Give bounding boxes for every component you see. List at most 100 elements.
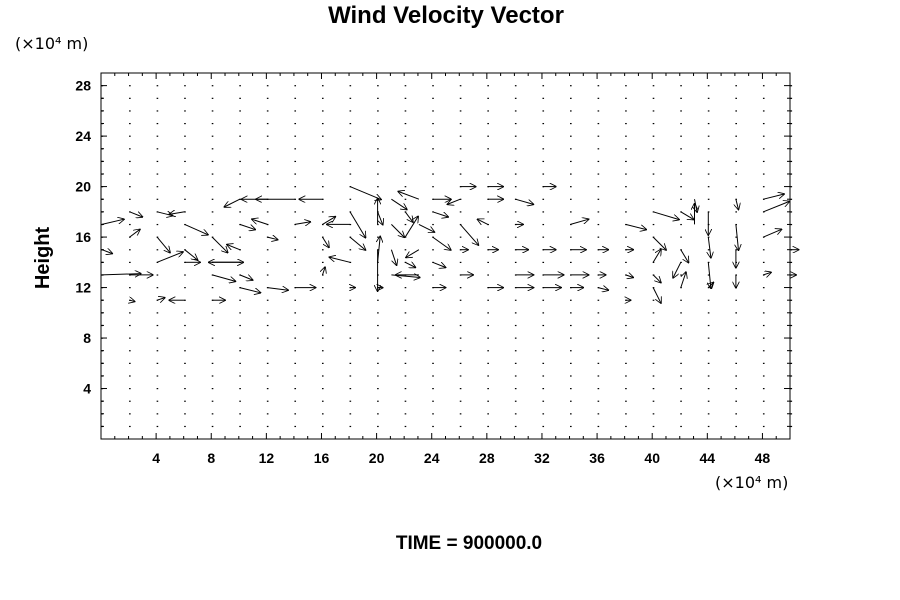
grid-dot [735, 236, 737, 238]
grid-dot [652, 299, 655, 301]
wind-vector [227, 245, 240, 251]
wind-vector [418, 223, 435, 232]
grid-dot [266, 324, 269, 327]
grid-dot [404, 160, 407, 163]
grid-dot [156, 97, 159, 99]
grid-dot [211, 198, 214, 200]
grid-dot [487, 413, 489, 415]
wind-vector [736, 224, 739, 250]
grid-dot [404, 413, 407, 415]
grid-dot [735, 148, 737, 150]
grid-dot [680, 223, 682, 226]
grid-dot [349, 299, 352, 301]
grid-dot [459, 413, 462, 415]
grid-dot [707, 85, 710, 87]
grid-dot [321, 350, 324, 352]
grid-dot [652, 186, 655, 188]
grid-dot [459, 425, 462, 428]
wind-vector [652, 236, 666, 250]
grid-dot [156, 337, 159, 339]
grid-dot [514, 400, 517, 402]
grid-dot [266, 350, 269, 352]
grid-dot [432, 173, 434, 175]
grid-dot [487, 425, 489, 428]
grid-dot [211, 312, 214, 314]
x-tick-label: 28 [479, 450, 495, 466]
grid-dot [156, 324, 159, 327]
grid-dot [762, 186, 765, 188]
grid-dot [680, 350, 682, 352]
grid-dot [377, 85, 379, 87]
grid-dot [707, 160, 710, 163]
wind-vector [378, 236, 381, 263]
grid-dot [542, 312, 545, 314]
grid-dot [349, 337, 352, 339]
grid-dot [211, 186, 214, 188]
grid-dot [211, 413, 214, 415]
wind-vector [708, 282, 713, 287]
grid-dot [239, 337, 241, 339]
grid-dot [514, 186, 517, 188]
grid-dot [680, 400, 682, 402]
wind-vector [156, 236, 170, 253]
grid-dot [487, 148, 489, 150]
grid-dot [680, 186, 682, 188]
grid-dot [266, 249, 269, 251]
grid-dot [487, 400, 489, 402]
grid-dot [735, 362, 737, 364]
grid-dot [184, 274, 186, 276]
grid-dot [790, 312, 793, 314]
x-tick-label: 8 [207, 450, 215, 466]
grid-dot [129, 97, 131, 99]
grid-dot [542, 173, 545, 175]
grid-dot [680, 324, 682, 327]
grid-dot [184, 173, 186, 175]
grid-dot [735, 350, 737, 352]
grid-dot [542, 413, 545, 415]
wind-vector [322, 236, 330, 247]
grid-dot [514, 413, 517, 415]
grid-dot [349, 400, 352, 402]
grid-dot [432, 85, 434, 87]
grid-dot [432, 425, 434, 428]
grid-dot [680, 97, 682, 99]
grid-dot [184, 186, 186, 188]
grid-dot [570, 299, 572, 301]
grid-dot [514, 122, 517, 125]
grid-dot [432, 274, 434, 276]
grid-dot [542, 388, 545, 390]
grid-dot [597, 173, 600, 175]
wind-vector [763, 201, 789, 213]
grid-dot [184, 425, 186, 428]
wind-vector [101, 274, 141, 275]
grid-dot [487, 135, 489, 137]
grid-dot [680, 198, 682, 200]
grid-dot [514, 160, 517, 163]
grid-dot [321, 97, 324, 99]
x-tick-label: 24 [424, 450, 440, 466]
grid-dot [790, 160, 793, 163]
grid-dot [762, 299, 765, 301]
grid-dot [239, 211, 241, 213]
grid-dot [735, 160, 737, 163]
grid-dot [459, 375, 462, 377]
grid-dot [184, 236, 186, 238]
wind-vector [673, 262, 682, 278]
grid-dot [294, 186, 297, 188]
grid-dot [514, 362, 517, 364]
wind-vector [652, 274, 661, 283]
wind-vector [323, 267, 326, 276]
grid-dot [239, 362, 241, 364]
grid-dot [542, 160, 545, 163]
grid-dot [597, 388, 600, 390]
grid-dot [377, 400, 379, 402]
grid-dot [432, 110, 434, 112]
chart-title: Wind Velocity Vector [328, 2, 564, 29]
grid-dot [680, 173, 682, 175]
grid-dot [735, 312, 737, 314]
grid-dot [680, 425, 682, 428]
grid-dot [156, 362, 159, 364]
grid-dot [211, 400, 214, 402]
grid-dot [597, 122, 600, 125]
grid-dot [129, 186, 131, 188]
